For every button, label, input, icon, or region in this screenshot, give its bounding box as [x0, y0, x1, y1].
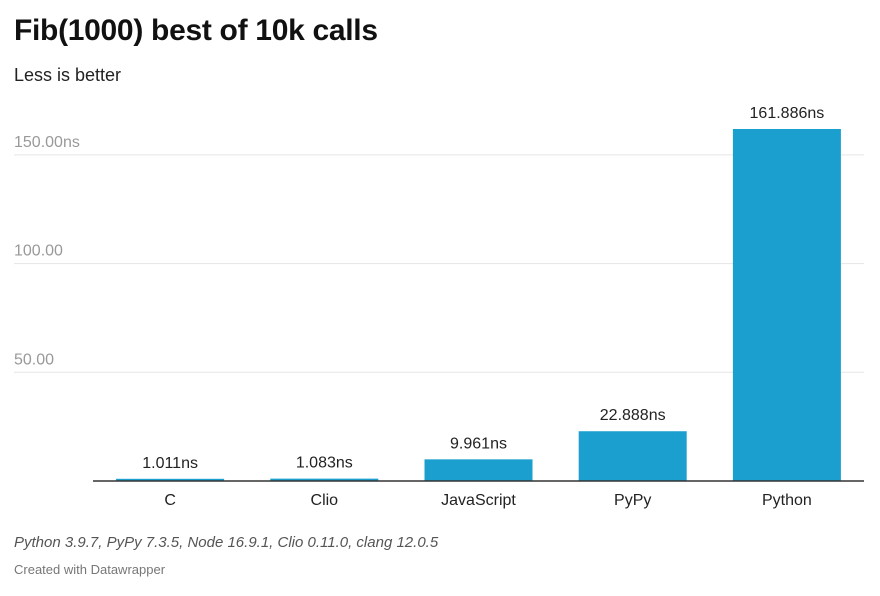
- bar: [116, 478, 225, 481]
- bar: [270, 478, 379, 481]
- bar: [578, 431, 687, 481]
- data-label: 22.888ns: [600, 407, 666, 424]
- data-label: 161.886ns: [750, 105, 825, 122]
- chart-title: Fib(1000) best of 10k calls: [14, 14, 378, 47]
- bar: [424, 459, 533, 481]
- data-label: 9.961ns: [450, 435, 507, 452]
- x-tick-label: Python: [762, 492, 812, 509]
- y-tick-label: 50.00: [14, 351, 54, 368]
- x-tick-label: JavaScript: [441, 492, 516, 509]
- footer-notes: Python 3.9.7, PyPy 7.3.5, Node 16.9.1, C…: [14, 534, 439, 551]
- data-label: 1.011ns: [142, 455, 198, 472]
- chart-subtitle: Less is better: [14, 65, 122, 85]
- x-tick-label: Clio: [311, 492, 339, 509]
- y-tick-label: 150.00ns: [14, 134, 80, 151]
- x-tick-label: C: [164, 492, 176, 509]
- data-label: 1.083ns: [296, 455, 353, 472]
- bar-chart: 50.00 100.00 150.00ns 1.011ns C 1.083ns Clio 9.…: [14, 105, 864, 509]
- y-tick-label: 100.00: [14, 243, 63, 260]
- credit-line: Created with Datawrapper: [14, 562, 166, 577]
- x-tick-label: PyPy: [614, 492, 651, 509]
- bar: [732, 129, 841, 481]
